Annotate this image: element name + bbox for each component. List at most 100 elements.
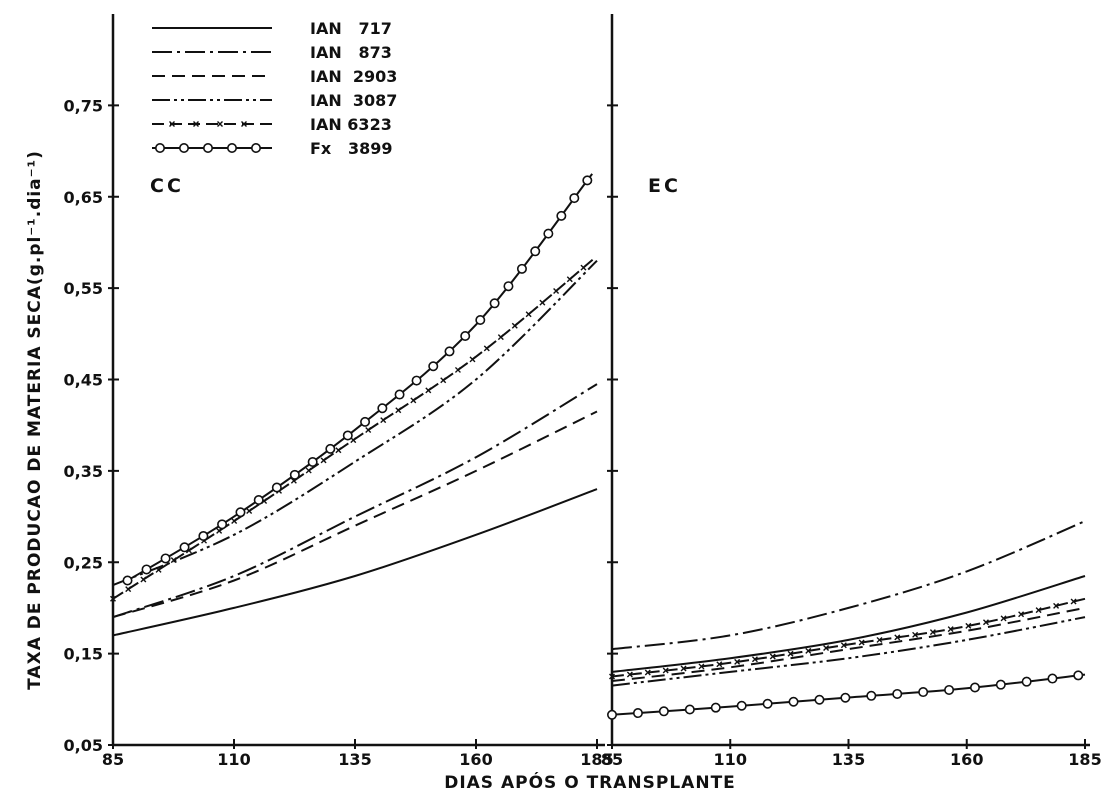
ec-marker-ian-6323 bbox=[840, 642, 847, 649]
cc-marker-ian-6323 bbox=[497, 334, 504, 341]
ec-marker-fx-3899 bbox=[762, 698, 773, 709]
cc-marker-ian-6323 bbox=[525, 311, 532, 318]
y-tick-label: 0,35 bbox=[64, 462, 103, 481]
y-tick-label: 0,55 bbox=[64, 279, 103, 298]
cc-marker-fx-3899 bbox=[253, 494, 264, 505]
ec-marker-ian-6323 bbox=[716, 661, 723, 668]
ec-panel-label: EC bbox=[648, 175, 681, 197]
y-tick-label: 0,75 bbox=[64, 96, 103, 115]
ec-marker-ian-6323 bbox=[644, 669, 651, 676]
ec-marker-ian-6323 bbox=[894, 634, 901, 641]
ec-marker-ian-6323 bbox=[609, 673, 615, 680]
cc-marker-ian-6323 bbox=[305, 467, 312, 474]
legend: IAN 717 IAN 873 IAN 2903 IAN 3087 IAN 6323 Fx… bbox=[152, 19, 397, 158]
cc-marker-ian-6323 bbox=[469, 356, 476, 363]
y-axis-title: TAXA DE PRODUCAO DE MATERIA SECA(g.pl⁻¹.… bbox=[25, 150, 45, 690]
cc-marker-ian-6323 bbox=[511, 322, 518, 329]
y-tick-label: 0,45 bbox=[64, 371, 103, 390]
ec-marker-ian-6323 bbox=[734, 658, 741, 665]
cc-marker-fx-3899 bbox=[411, 375, 422, 386]
y-tick-label: 0,65 bbox=[64, 188, 103, 207]
ec-series-ian-873 bbox=[611, 520, 1086, 651]
legend-label: IAN 3087 bbox=[310, 91, 397, 110]
ec-marker-ian-6323 bbox=[751, 656, 758, 663]
ec-marker-ian-6323 bbox=[947, 626, 954, 633]
x-tick-label: 85 bbox=[102, 750, 124, 769]
y-tick-label: 0,15 bbox=[64, 645, 103, 664]
cc-marker-ian-6323 bbox=[231, 517, 238, 524]
ec-marker-ian-6323 bbox=[1070, 598, 1077, 605]
cc-marker-fx-3899 bbox=[217, 519, 228, 530]
legend-label: IAN 717 bbox=[310, 19, 392, 38]
cc-marker-fx-3899 bbox=[489, 298, 500, 309]
cc-series-fx-3899 bbox=[126, 173, 593, 582]
cc-marker-fx-3899 bbox=[179, 542, 190, 553]
cc-marker-fx-3899 bbox=[516, 263, 527, 274]
ec-marker-fx-3899 bbox=[1047, 673, 1058, 684]
legend-marker bbox=[203, 143, 214, 154]
ec-ticks: 85 110 135 160 185 bbox=[601, 104, 1102, 769]
cc-marker-fx-3899 bbox=[543, 228, 554, 239]
ec-marker-fx-3899 bbox=[788, 696, 799, 707]
ec-marker-fx-3899 bbox=[892, 688, 903, 699]
ec-marker-ian-6323 bbox=[858, 639, 865, 646]
ec-marker-ian-6323 bbox=[680, 665, 687, 672]
x-axis-title: DIAS APÓS O TRANSPLANTE bbox=[444, 771, 736, 793]
cc-series-ian-2903 bbox=[112, 410, 598, 619]
ec-marker-ian-6323 bbox=[1018, 611, 1025, 618]
cc-marker-fx-3899 bbox=[307, 456, 318, 467]
x-tick-label: 135 bbox=[832, 750, 865, 769]
cc-marker-ian-6323 bbox=[246, 508, 253, 515]
x-tick-label: 135 bbox=[338, 750, 371, 769]
ec-marker-ian-6323 bbox=[1000, 615, 1007, 622]
cc-marker-ian-6323 bbox=[380, 417, 387, 424]
ec-marker-ian-6323 bbox=[982, 619, 989, 626]
legend-item: IAN 6323 bbox=[152, 115, 392, 134]
cc-marker-ian-6323 bbox=[454, 366, 461, 373]
legend-marker bbox=[251, 143, 262, 154]
cc-marker-ian-6323 bbox=[320, 457, 327, 464]
cc-marker-ian-6323 bbox=[425, 387, 432, 394]
x-tick-label: 185 bbox=[580, 750, 613, 769]
cc-panel-label: CC bbox=[150, 175, 184, 197]
ec-marker-fx-3899 bbox=[840, 692, 851, 703]
cc-series-ian-717 bbox=[112, 488, 598, 637]
ec-marker-ian-6323 bbox=[823, 645, 830, 652]
y-tick-label: 0,25 bbox=[64, 553, 103, 572]
cc-marker-fx-3899 bbox=[556, 210, 567, 221]
ec-series-ian-6323 bbox=[611, 597, 1086, 678]
cc-series-ian-873 bbox=[112, 383, 598, 619]
cc-marker-ian-6323 bbox=[539, 299, 546, 306]
ec-marker-fx-3899 bbox=[606, 709, 617, 720]
cc-marker-fx-3899 bbox=[475, 314, 486, 325]
ec-series-ian-3087 bbox=[611, 616, 1086, 687]
ec-marker-fx-3899 bbox=[969, 682, 980, 693]
ec-marker-fx-3899 bbox=[944, 684, 955, 695]
cc-marker-fx-3899 bbox=[289, 469, 300, 480]
cc-marker-ian-6323 bbox=[580, 264, 587, 271]
ec-marker-ian-6323 bbox=[912, 631, 919, 638]
cc-ticks: 0,05 0,15 0,25 0,35 0,45 0,55 0,65 0,75 85 110 135… bbox=[64, 96, 614, 769]
ec-marker-fx-3899 bbox=[1073, 670, 1084, 681]
cc-marker-ian-6323 bbox=[155, 566, 162, 573]
cc-marker-fx-3899 bbox=[325, 443, 336, 454]
cc-marker-fx-3899 bbox=[394, 389, 405, 400]
legend-label: IAN 873 bbox=[310, 43, 392, 62]
legend-item: IAN 717 bbox=[152, 19, 392, 38]
cc-marker-fx-3899 bbox=[377, 403, 388, 414]
cc-marker-ian-6323 bbox=[410, 397, 417, 404]
x-tick-label: 85 bbox=[601, 750, 623, 769]
cc-marker-fx-3899 bbox=[582, 175, 593, 186]
cc-marker-fx-3899 bbox=[122, 575, 133, 586]
cc-marker-fx-3899 bbox=[271, 482, 282, 493]
x-tick-label: 160 bbox=[459, 750, 492, 769]
cc-marker-ian-6323 bbox=[365, 427, 372, 434]
ec-marker-fx-3899 bbox=[658, 706, 669, 717]
ec-panel: EC 85 110 135 160 185 bbox=[601, 14, 1102, 769]
cc-panel: CC 0,05 0,15 0,25 0,35 0,45 0,55 0,65 0,75 85 110… bbox=[64, 14, 614, 769]
legend-item: IAN 3087 bbox=[152, 91, 397, 110]
ec-marker-fx-3899 bbox=[995, 679, 1006, 690]
cc-marker-fx-3899 bbox=[503, 281, 514, 292]
x-tick-label: 185 bbox=[1068, 750, 1101, 769]
